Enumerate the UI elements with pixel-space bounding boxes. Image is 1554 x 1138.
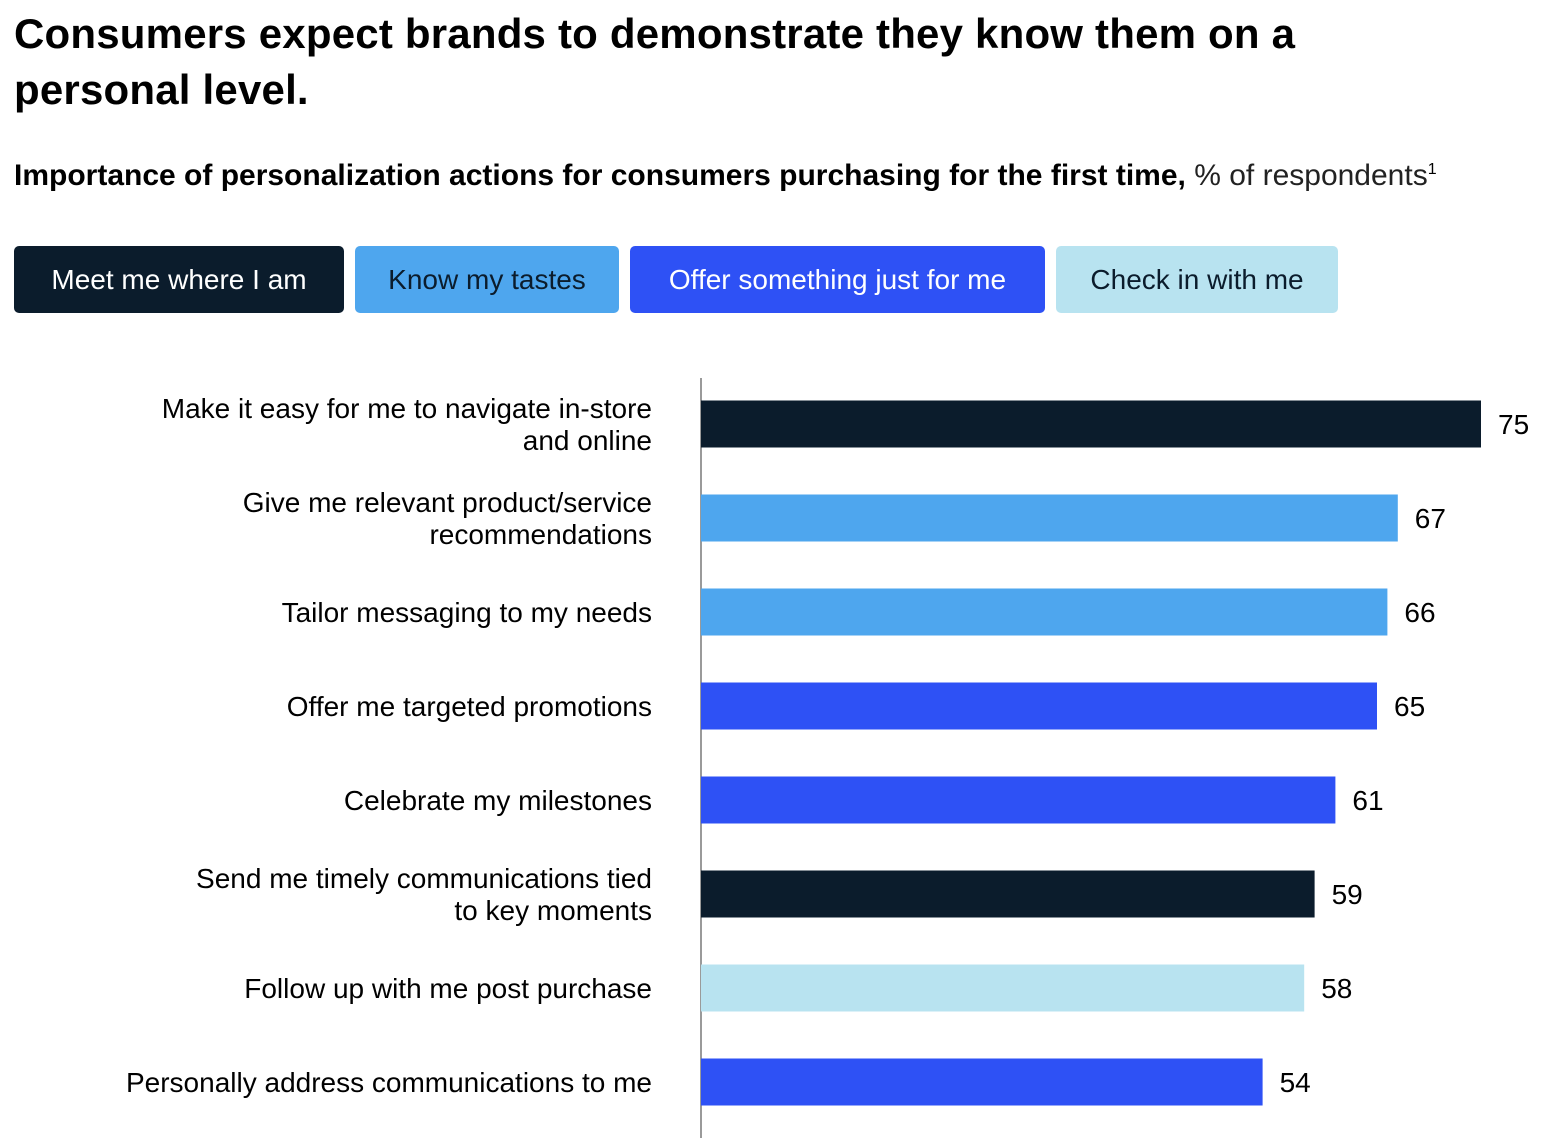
category-label: Send me timely communications tied [196, 863, 652, 894]
category-label: recommendations [429, 519, 652, 550]
legend-label: Meet me where I am [51, 263, 307, 295]
bar [701, 964, 1305, 1012]
data-label: 54 [1280, 1067, 1311, 1098]
bar [701, 400, 1481, 448]
category-label: and online [523, 425, 652, 456]
chart-title: Consumers expect brands to demonstrate t… [14, 10, 1296, 113]
category-label: Make it easy for me to navigate in-store [162, 393, 652, 424]
category-label: Follow up with me post purchase [244, 973, 652, 1004]
legend-item-check-in-with-me: Check in with me [1056, 246, 1338, 313]
legend-item-know-my-tastes: Know my tastes [355, 246, 619, 313]
legend-label: Check in with me [1090, 263, 1304, 295]
category-label: Celebrate my milestones [344, 785, 652, 816]
legend-item-offer-something-just-for-me: Offer something just for me [630, 246, 1045, 313]
legend-label: Offer something just for me [668, 263, 1007, 295]
data-label: 59 [1332, 879, 1363, 910]
legend-item-meet-me-where-i-am: Meet me where I am [14, 246, 344, 313]
category-label: Give me relevant product/service [243, 487, 652, 518]
data-label: 65 [1394, 691, 1425, 722]
footnote-mark: 1 [1427, 161, 1437, 178]
bar [701, 588, 1388, 636]
subtitle-description: Importance of personalization actions fo… [14, 159, 1186, 192]
data-label: 61 [1352, 785, 1383, 816]
data-label: 75 [1498, 409, 1529, 440]
data-label: 58 [1321, 973, 1352, 1004]
legend-label: Know my tastes [388, 263, 586, 295]
bar [701, 494, 1398, 542]
chart-subtitle: Importance of personalization actions fo… [14, 150, 1554, 196]
category-label: Personally address communications to me [126, 1067, 652, 1098]
data-label: 66 [1404, 597, 1435, 628]
subtitle-unit: % of respondents [1194, 159, 1428, 192]
bar [701, 682, 1377, 730]
legend: Meet me where I am Know my tastes Offer … [14, 246, 1338, 313]
data-label: 67 [1415, 503, 1446, 534]
category-label: Offer me targeted promotions [287, 691, 652, 722]
bar [701, 776, 1336, 824]
bar [701, 1058, 1263, 1106]
category-label: Tailor messaging to my needs [282, 597, 652, 628]
category-label: to key moments [454, 895, 652, 926]
bar [701, 870, 1315, 918]
